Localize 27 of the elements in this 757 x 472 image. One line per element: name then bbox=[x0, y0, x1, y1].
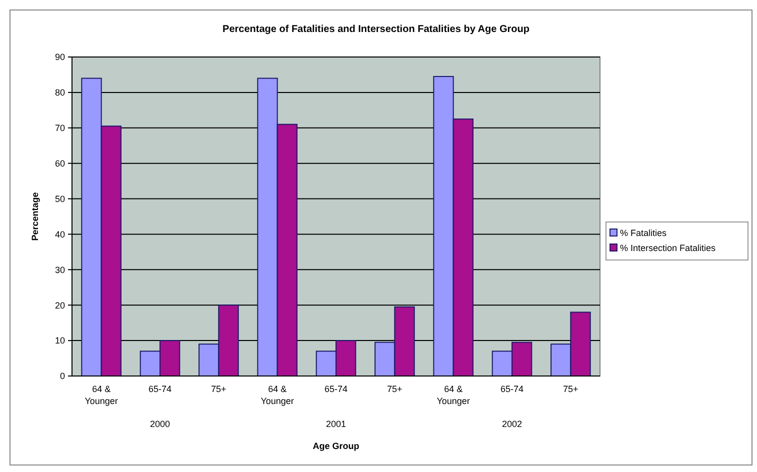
x-tick-label: 65-74 bbox=[148, 384, 172, 394]
x-tick-label: 65-74 bbox=[500, 384, 524, 394]
x-tick-label: 65-74 bbox=[324, 384, 348, 394]
y-tick-label: 90 bbox=[54, 52, 65, 62]
y-tick-label: 50 bbox=[54, 194, 65, 204]
y-tick-label: 30 bbox=[54, 264, 65, 275]
x-axis-title: Age Group bbox=[312, 441, 360, 451]
y-tick-label: 80 bbox=[54, 88, 65, 98]
y-tick-label: 60 bbox=[54, 158, 65, 168]
x-tick-label: 75+ bbox=[563, 384, 578, 394]
x-tick-label: 64 & Younger bbox=[436, 384, 470, 406]
text: 2002 bbox=[502, 419, 522, 429]
chart-title: Percentage of Fatalities and Intersection Fatalities by Age Group bbox=[222, 24, 530, 35]
legend-label: % Fatalities bbox=[620, 228, 668, 238]
x-tick-label: 75+ bbox=[211, 384, 226, 394]
y-tick-label: 0 bbox=[60, 371, 65, 382]
y-tick-label: 40 bbox=[54, 229, 65, 240]
y-tick-label: 10 bbox=[54, 336, 65, 346]
x-tick-label: 64 & Younger bbox=[84, 384, 118, 406]
text: 2001 bbox=[326, 419, 346, 429]
x-tick-label: 75+ bbox=[387, 384, 402, 394]
y-axis-title: Percentage bbox=[30, 192, 40, 241]
y-tick-label: 70 bbox=[54, 123, 65, 134]
x-tick-label: 64 & Younger bbox=[260, 384, 294, 406]
legend-label: % Intersection Fatalities bbox=[620, 243, 716, 254]
text: 2000 bbox=[150, 419, 170, 429]
y-tick-label: 20 bbox=[54, 300, 65, 310]
